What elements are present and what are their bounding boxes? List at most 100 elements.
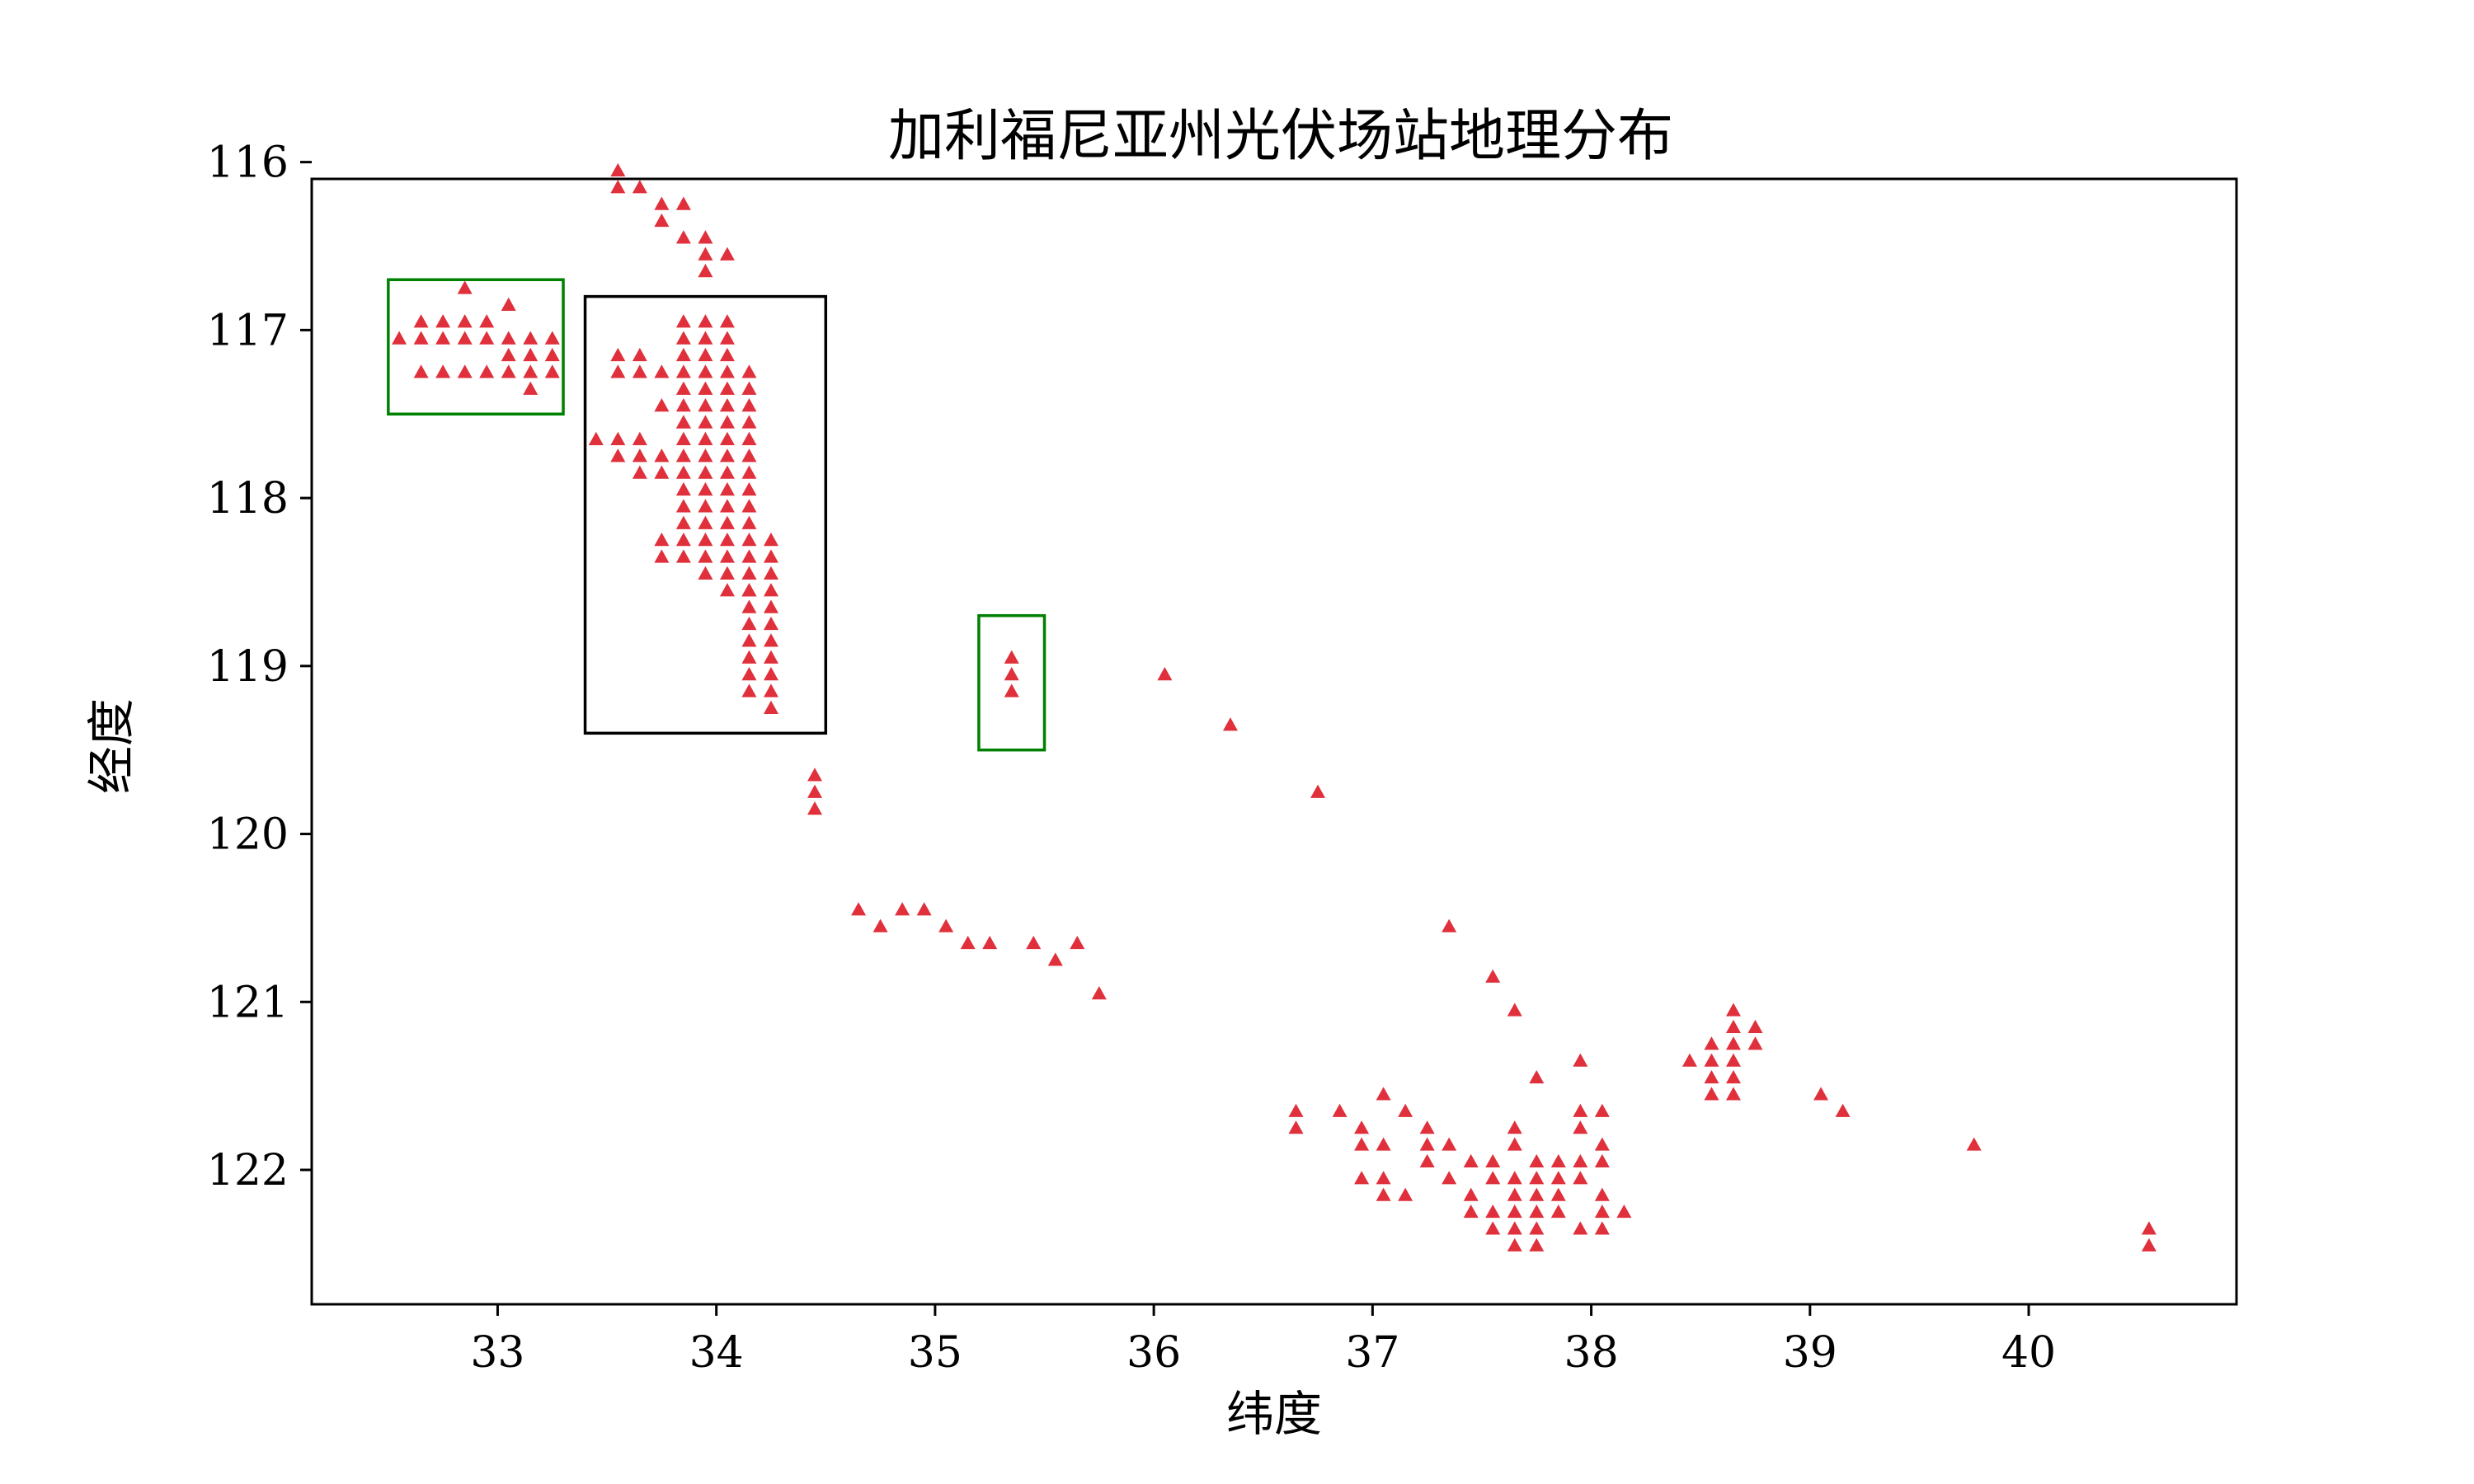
- data-point: [1507, 1204, 1522, 1219]
- data-point: [1332, 1103, 1348, 1117]
- data-point: [938, 918, 954, 932]
- x-tick-label: 37: [1345, 1328, 1399, 1378]
- data-point: [1616, 1204, 1632, 1219]
- data-point: [741, 650, 757, 664]
- data-point: [763, 566, 778, 580]
- data-point: [1529, 1204, 1545, 1219]
- x-tick-label: 40: [2001, 1328, 2056, 1378]
- data-point: [1485, 1171, 1501, 1185]
- data-point: [610, 347, 626, 362]
- data-point: [763, 583, 778, 597]
- data-point: [457, 331, 473, 345]
- data-point: [1704, 1053, 1719, 1067]
- y-tick-label: 121: [207, 978, 289, 1027]
- data-point: [1594, 1187, 1610, 1201]
- data-point: [1004, 667, 1019, 681]
- data-point: [1507, 1120, 1522, 1134]
- data-point: [523, 347, 539, 362]
- data-point: [698, 566, 713, 580]
- data-point: [654, 465, 670, 479]
- data-point: [741, 616, 757, 631]
- data-point: [719, 347, 735, 362]
- data-point: [632, 347, 647, 362]
- data-point: [719, 381, 735, 395]
- data-point: [1463, 1153, 1479, 1168]
- x-tick-label: 34: [689, 1328, 744, 1378]
- data-point: [392, 331, 407, 345]
- data-point: [1463, 1204, 1479, 1219]
- data-point: [1485, 1221, 1501, 1235]
- data-point: [741, 364, 757, 378]
- data-point: [632, 448, 647, 463]
- data-point: [741, 533, 757, 547]
- data-point: [1288, 1120, 1304, 1134]
- data-point: [1529, 1069, 1545, 1084]
- data-point: [741, 465, 757, 479]
- data-point: [1354, 1137, 1370, 1151]
- data-point: [675, 481, 691, 496]
- data-point: [632, 180, 647, 194]
- data-point: [1704, 1087, 1719, 1101]
- data-point: [1550, 1153, 1566, 1168]
- data-point: [1507, 1221, 1522, 1235]
- data-point: [1573, 1120, 1588, 1134]
- data-point: [741, 499, 757, 513]
- data-point: [1485, 1204, 1501, 1219]
- data-point: [763, 616, 778, 631]
- y-tick-label: 120: [207, 810, 289, 860]
- highlight-box: [583, 294, 828, 735]
- data-point: [719, 566, 735, 580]
- y-axis: 116 117 118 119 120 121 122: [207, 139, 312, 1195]
- data-points: [392, 162, 2157, 1252]
- data-point: [1550, 1204, 1566, 1219]
- data-point: [698, 347, 713, 362]
- data-point: [698, 331, 713, 345]
- data-point: [1681, 1053, 1697, 1067]
- data-point: [675, 415, 691, 429]
- data-point: [544, 331, 560, 345]
- data-point: [523, 364, 539, 378]
- data-point: [698, 515, 713, 529]
- data-point: [719, 533, 735, 547]
- data-point: [675, 230, 691, 244]
- data-point: [741, 633, 757, 647]
- data-point: [741, 448, 757, 463]
- data-point: [479, 331, 495, 345]
- data-point: [719, 549, 735, 563]
- data-point: [763, 667, 778, 681]
- data-point: [675, 533, 691, 547]
- data-point: [916, 902, 932, 916]
- data-point: [1288, 1103, 1304, 1117]
- data-point: [501, 331, 516, 345]
- y-tick-label: 116: [207, 139, 289, 188]
- data-point: [698, 499, 713, 513]
- y-tick-label: 119: [207, 642, 289, 692]
- data-point: [719, 448, 735, 463]
- data-point: [1725, 1087, 1741, 1101]
- data-point: [1376, 1187, 1391, 1201]
- data-point: [675, 331, 691, 345]
- data-point: [675, 347, 691, 362]
- data-point: [479, 364, 495, 378]
- data-point: [1725, 1003, 1741, 1017]
- data-point: [457, 280, 473, 294]
- data-point: [1419, 1137, 1435, 1151]
- data-point: [698, 549, 713, 563]
- data-point: [741, 549, 757, 563]
- data-point: [1550, 1187, 1566, 1201]
- data-point: [1376, 1087, 1391, 1101]
- data-point: [741, 431, 757, 445]
- data-point: [698, 381, 713, 395]
- data-point: [1529, 1187, 1545, 1201]
- data-point: [675, 196, 691, 210]
- data-point: [675, 465, 691, 479]
- data-point: [1091, 986, 1107, 1000]
- data-point: [1835, 1103, 1851, 1117]
- data-point: [675, 515, 691, 529]
- data-point: [675, 381, 691, 395]
- data-point: [763, 700, 778, 714]
- data-point: [698, 481, 713, 496]
- data-point: [763, 650, 778, 664]
- data-point: [413, 364, 429, 378]
